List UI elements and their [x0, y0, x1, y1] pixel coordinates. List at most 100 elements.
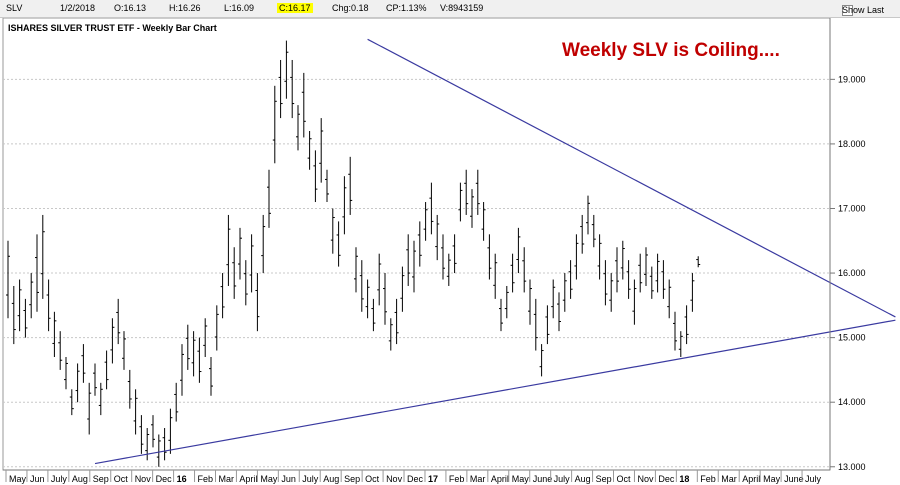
- price-bar: [197, 337, 202, 383]
- price-bar: [151, 415, 155, 448]
- price-bar: [122, 331, 126, 370]
- price-bar: [23, 298, 28, 338]
- price-bar: [429, 182, 434, 235]
- price-bar: [296, 105, 300, 151]
- price-bar: [87, 382, 92, 435]
- price-bar: [162, 428, 167, 461]
- change-label: Chg:0.18: [332, 3, 369, 13]
- price-bar: [93, 363, 97, 396]
- price-bar: [365, 279, 370, 319]
- x-tick-label: Mar: [470, 474, 486, 484]
- price-bar: [203, 318, 208, 357]
- price-bar: [568, 260, 573, 299]
- price-bar: [475, 169, 480, 215]
- price-bar: [284, 40, 289, 99]
- price-bar: [342, 176, 347, 235]
- x-tick-label: May: [763, 474, 781, 484]
- x-tick-label: Aug: [575, 474, 591, 484]
- x-tick-label: Mar: [721, 474, 737, 484]
- price-bar: [168, 408, 173, 454]
- price-bar: [545, 305, 550, 345]
- price-bar: [69, 389, 74, 416]
- price-bar: [406, 234, 411, 286]
- price-bar: [133, 389, 138, 435]
- price-bar: [609, 273, 614, 312]
- price-bar: [81, 344, 86, 383]
- price-bar: [510, 253, 515, 293]
- x-tick-label: July: [554, 474, 571, 484]
- y-tick-label: 18.000: [838, 139, 866, 149]
- price-bar: [156, 434, 161, 467]
- price-bar: [127, 369, 132, 409]
- price-bar: [528, 279, 532, 325]
- x-tick-label: Jun: [30, 474, 45, 484]
- price-bar: [383, 273, 387, 325]
- price-bar: [191, 331, 196, 377]
- price-bar: [255, 273, 260, 332]
- price-bar: [487, 234, 492, 280]
- price-bar: [249, 234, 254, 293]
- x-tick-label: Jun: [281, 474, 296, 484]
- price-bar: [441, 234, 445, 280]
- price-bar: [423, 202, 428, 241]
- price-bar: [272, 85, 277, 164]
- price-bar: [644, 247, 648, 286]
- price-bar: [481, 202, 486, 241]
- price-bar: [58, 331, 63, 370]
- show-last-checkbox[interactable]: [842, 5, 853, 16]
- price-bar: [377, 253, 382, 306]
- x-tick-label: Sep: [344, 474, 360, 484]
- grid: [2, 18, 831, 471]
- price-bar: [452, 234, 457, 274]
- price-bar: [655, 253, 660, 293]
- price-bar: [64, 357, 68, 390]
- price-bar: [580, 214, 585, 254]
- price-bar: [110, 318, 115, 364]
- chart-area[interactable]: 13.000 14.000 15.000 16.000 17.000 18.000 19.0…: [0, 18, 900, 485]
- price-bar: [330, 208, 335, 254]
- change-pct-label: CP:1.13%: [386, 3, 427, 13]
- price-bar: [649, 266, 654, 299]
- price-bar: [336, 221, 341, 267]
- price-bar: [673, 311, 677, 351]
- x-tick-label: Feb: [700, 474, 716, 484]
- price-bar: [348, 156, 353, 215]
- price-bar: [145, 428, 150, 461]
- price-bar: [214, 305, 219, 351]
- x-tick-label: Nov: [386, 474, 403, 484]
- y-axis: 13.000 14.000 15.000 16.000 17.000 18.000 19.0…: [829, 18, 866, 472]
- x-tick-label: Dec: [407, 474, 424, 484]
- x-tick-label: April: [239, 474, 257, 484]
- price-bar: [632, 279, 637, 325]
- price-bar: [458, 182, 463, 222]
- close-label: C:16.17: [277, 3, 313, 13]
- support-trendline: [94, 319, 896, 465]
- quote-bar: SLV 1/2/2018 O:16.13 H:16.26 L:16.09 C:1…: [0, 0, 900, 18]
- x-tick-label: Mar: [218, 474, 234, 484]
- price-bar: [261, 214, 266, 274]
- x-tick-label: July: [51, 474, 68, 484]
- price-bar: [243, 260, 248, 306]
- price-bar: [684, 305, 689, 345]
- price-bar: [591, 214, 596, 248]
- price-bar: [267, 169, 271, 228]
- high-label: H:16.26: [169, 3, 201, 13]
- price-bar: [35, 234, 39, 312]
- chart-annotation: Weekly SLV is Coiling....: [562, 40, 780, 61]
- price-bar: [516, 227, 521, 274]
- price-bar: [238, 227, 242, 280]
- price-bar: [446, 253, 451, 286]
- y-tick-label: 17.000: [838, 203, 866, 213]
- x-tick-label: April: [491, 474, 509, 484]
- price-bar: [417, 221, 422, 267]
- y-tick-label: 16.000: [838, 268, 866, 278]
- price-chart[interactable]: 13.000 14.000 15.000 16.000 17.000 18.000 19.0…: [0, 18, 900, 485]
- price-bar: [678, 331, 683, 357]
- price-bar: [493, 253, 498, 299]
- price-bar: [603, 260, 608, 306]
- x-tick-label: July: [805, 474, 822, 484]
- x-tick-label: Aug: [323, 474, 339, 484]
- x-tick-label: Sep: [93, 474, 109, 484]
- price-bar: [551, 279, 556, 319]
- x-axis: May Jun July Aug Sep Oct Nov Dec 16 Feb Mar April Ma…: [3, 469, 830, 484]
